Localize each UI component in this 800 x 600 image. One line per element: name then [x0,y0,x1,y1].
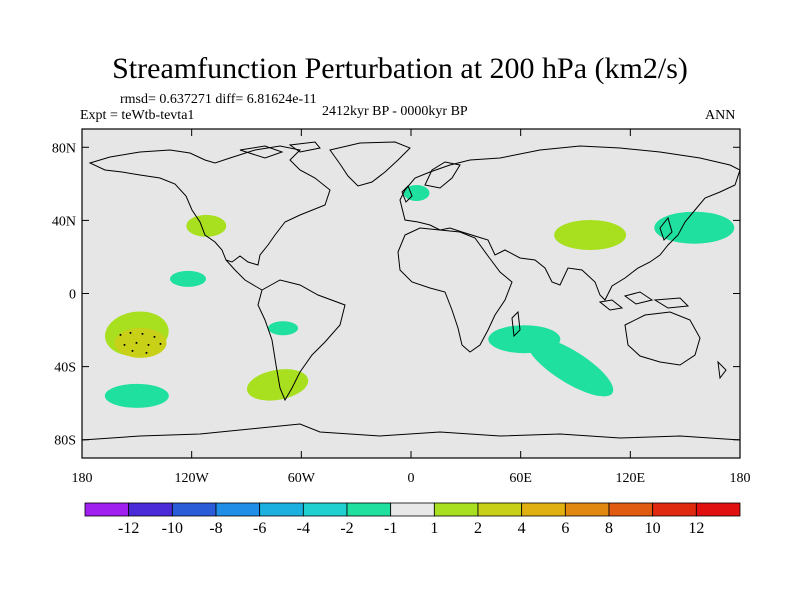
colorbar-swatch [652,502,697,517]
stipple-dot [135,341,138,344]
colorbar-swatch [302,502,348,517]
stipple-dot [145,351,148,354]
lon-label: 180 [730,471,751,486]
stipple-dot [147,343,150,346]
coast-australia [624,311,701,366]
colorbar-swatch [128,502,173,517]
anomaly-region [654,211,735,244]
anomaly-region [186,214,227,237]
colorbar-label: 8 [605,520,613,537]
lon-label: 60E [509,471,532,486]
anomaly-region [403,184,430,201]
colorbar-label: -6 [253,520,266,537]
lat-label: 40N [52,214,76,229]
anomaly-region [526,336,614,397]
period-label: 2412kyr BP - 0000kyr BP [322,104,468,119]
colorbar-swatch [433,502,479,517]
lon-label: 120W [175,471,210,486]
anomaly-region [554,220,627,251]
colorbar-label: 12 [688,520,704,537]
colorbar-swatch [346,502,392,517]
colorbar-swatch [259,502,304,517]
coast-central-america [225,259,263,291]
colorbar-swatch [564,502,610,517]
map-plot-area: 80N 40N 0 40S 80S 180 120W 60W 0 60E 120E 180 [52,128,751,486]
anomaly-region [114,327,167,358]
colorbar-swatch [390,502,435,517]
anomaly-region [268,321,299,336]
colorbar-swatch [608,502,654,517]
coast-north-america [88,145,331,266]
colorbar-label: 1 [430,520,438,537]
experiment-label: Expt = teWtb-tevta1 [80,108,195,123]
coastlines [82,141,740,441]
axis-ticks: 80N 40N 0 40S 80S 180 120W 60W 0 60E 120E 180 [52,129,751,486]
coast-japan [659,216,673,241]
anomaly-region [170,270,207,287]
anomaly-region [104,383,169,408]
stipple-dot [141,332,144,335]
anomaly-region [246,369,309,401]
coast-africa [397,227,513,353]
colorbar-label: -4 [297,520,310,537]
colorbar-label: 4 [518,520,526,537]
coast-new-zealand [717,360,727,380]
stats-line: rmsd= 0.637271 diff= 6.81624e-11 [120,92,317,107]
coast-south-america [257,279,346,402]
colorbar-swatch [84,502,130,517]
page-title: Streamfunction Perturbation at 200 hPa (… [112,52,688,85]
colorbar-label: 10 [645,520,661,537]
colorbar-label: -10 [162,520,183,537]
lon-label: 60W [288,471,316,486]
coast-british-isles [401,185,413,203]
colorbar-swatch [215,502,261,517]
colorbar-label: 2 [474,520,482,537]
colorbar-swatch [171,502,217,517]
map-background [82,129,740,458]
stipple-dot [129,331,132,334]
colorbar: -12 -10 -8 -6 -4 -2 -1 1 2 4 6 8 10 12 [84,502,741,537]
stipple-dot [153,335,156,338]
coast-arctic-islands [239,141,321,159]
stipple-dot [131,349,134,352]
lon-label: 120E [616,471,646,486]
coast-greenland [329,141,411,187]
lat-label: 80N [52,141,76,156]
lon-label: 180 [72,471,93,486]
colorbar-swatch [695,502,741,517]
anomaly-layer [104,184,735,408]
lon-label: 0 [408,471,415,486]
colorbar-label: -1 [384,520,397,537]
colorbar-swatch [477,502,523,517]
lat-label: 0 [69,288,76,303]
coast-eurasia [399,145,740,301]
stipple-dot [159,342,162,345]
stipple-dot [119,333,122,336]
lat-label: 80S [54,434,76,449]
colorbar-label: -2 [340,520,353,537]
colorbar-label: 6 [561,520,569,537]
coast-madagascar [511,310,521,338]
coast-indonesia [598,291,690,311]
colorbar-label: -8 [209,520,222,537]
season-label: ANN [705,108,736,123]
lat-label: 40S [54,361,76,376]
colorbar-swatch [521,502,566,517]
colorbar-label: -12 [118,520,139,537]
coast-antarctica [82,423,740,441]
coast-scandinavia [424,161,461,189]
stipple-dot [123,343,126,346]
